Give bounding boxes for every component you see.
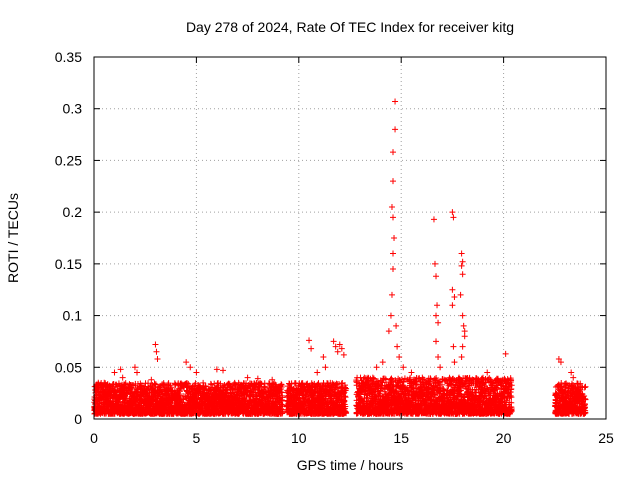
data-point: [257, 381, 264, 388]
data-point: [333, 403, 340, 410]
data-point: [208, 381, 215, 388]
data-point: [279, 392, 286, 399]
data-point: [151, 380, 158, 387]
data-point: [177, 384, 184, 391]
data-point: [232, 380, 239, 387]
data-points: [91, 98, 589, 417]
data-point: [278, 389, 285, 396]
data-point: [278, 381, 285, 388]
data-point: [342, 394, 349, 401]
data-point: [343, 385, 350, 392]
data-point: [236, 393, 243, 400]
data-point: [122, 380, 129, 387]
grid-lines: [94, 57, 606, 419]
data-point: [168, 384, 175, 391]
data-point: [341, 393, 348, 400]
data-point: [342, 403, 349, 410]
data-point: [258, 380, 265, 387]
data-point: [183, 379, 190, 386]
data-point: [343, 410, 350, 417]
data-point: [278, 383, 285, 390]
data-point: [202, 382, 209, 389]
